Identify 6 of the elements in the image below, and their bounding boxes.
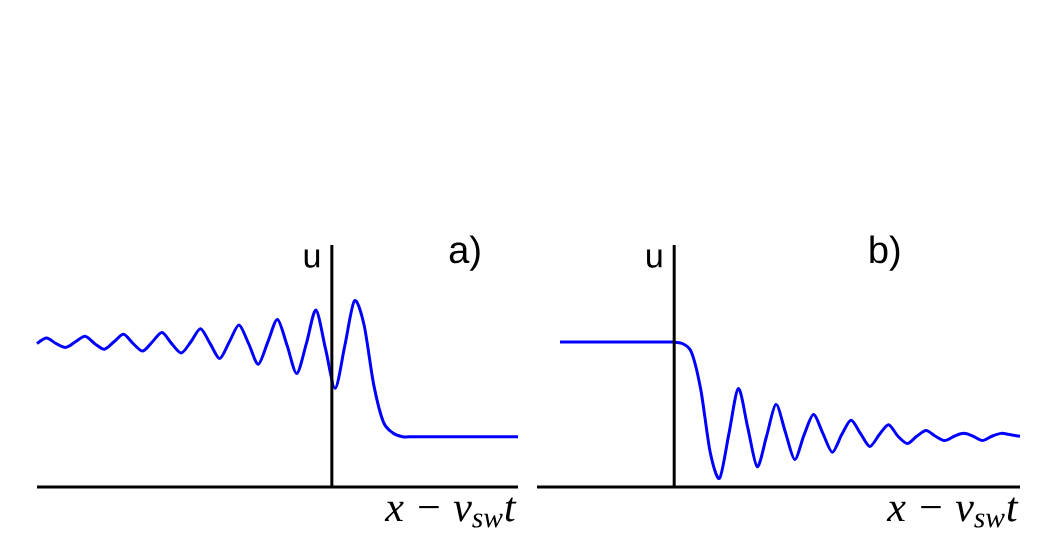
x-axis-title: x − v$_{sw}$t (886, 497, 1019, 528)
x-axis-title: x − v$_{sw}$t (384, 497, 517, 528)
y-axis-title: u (647, 249, 662, 268)
chart-title: a) (449, 235, 480, 271)
y-axis-title: u (304, 249, 320, 268)
chart-title: b) (870, 235, 900, 271)
